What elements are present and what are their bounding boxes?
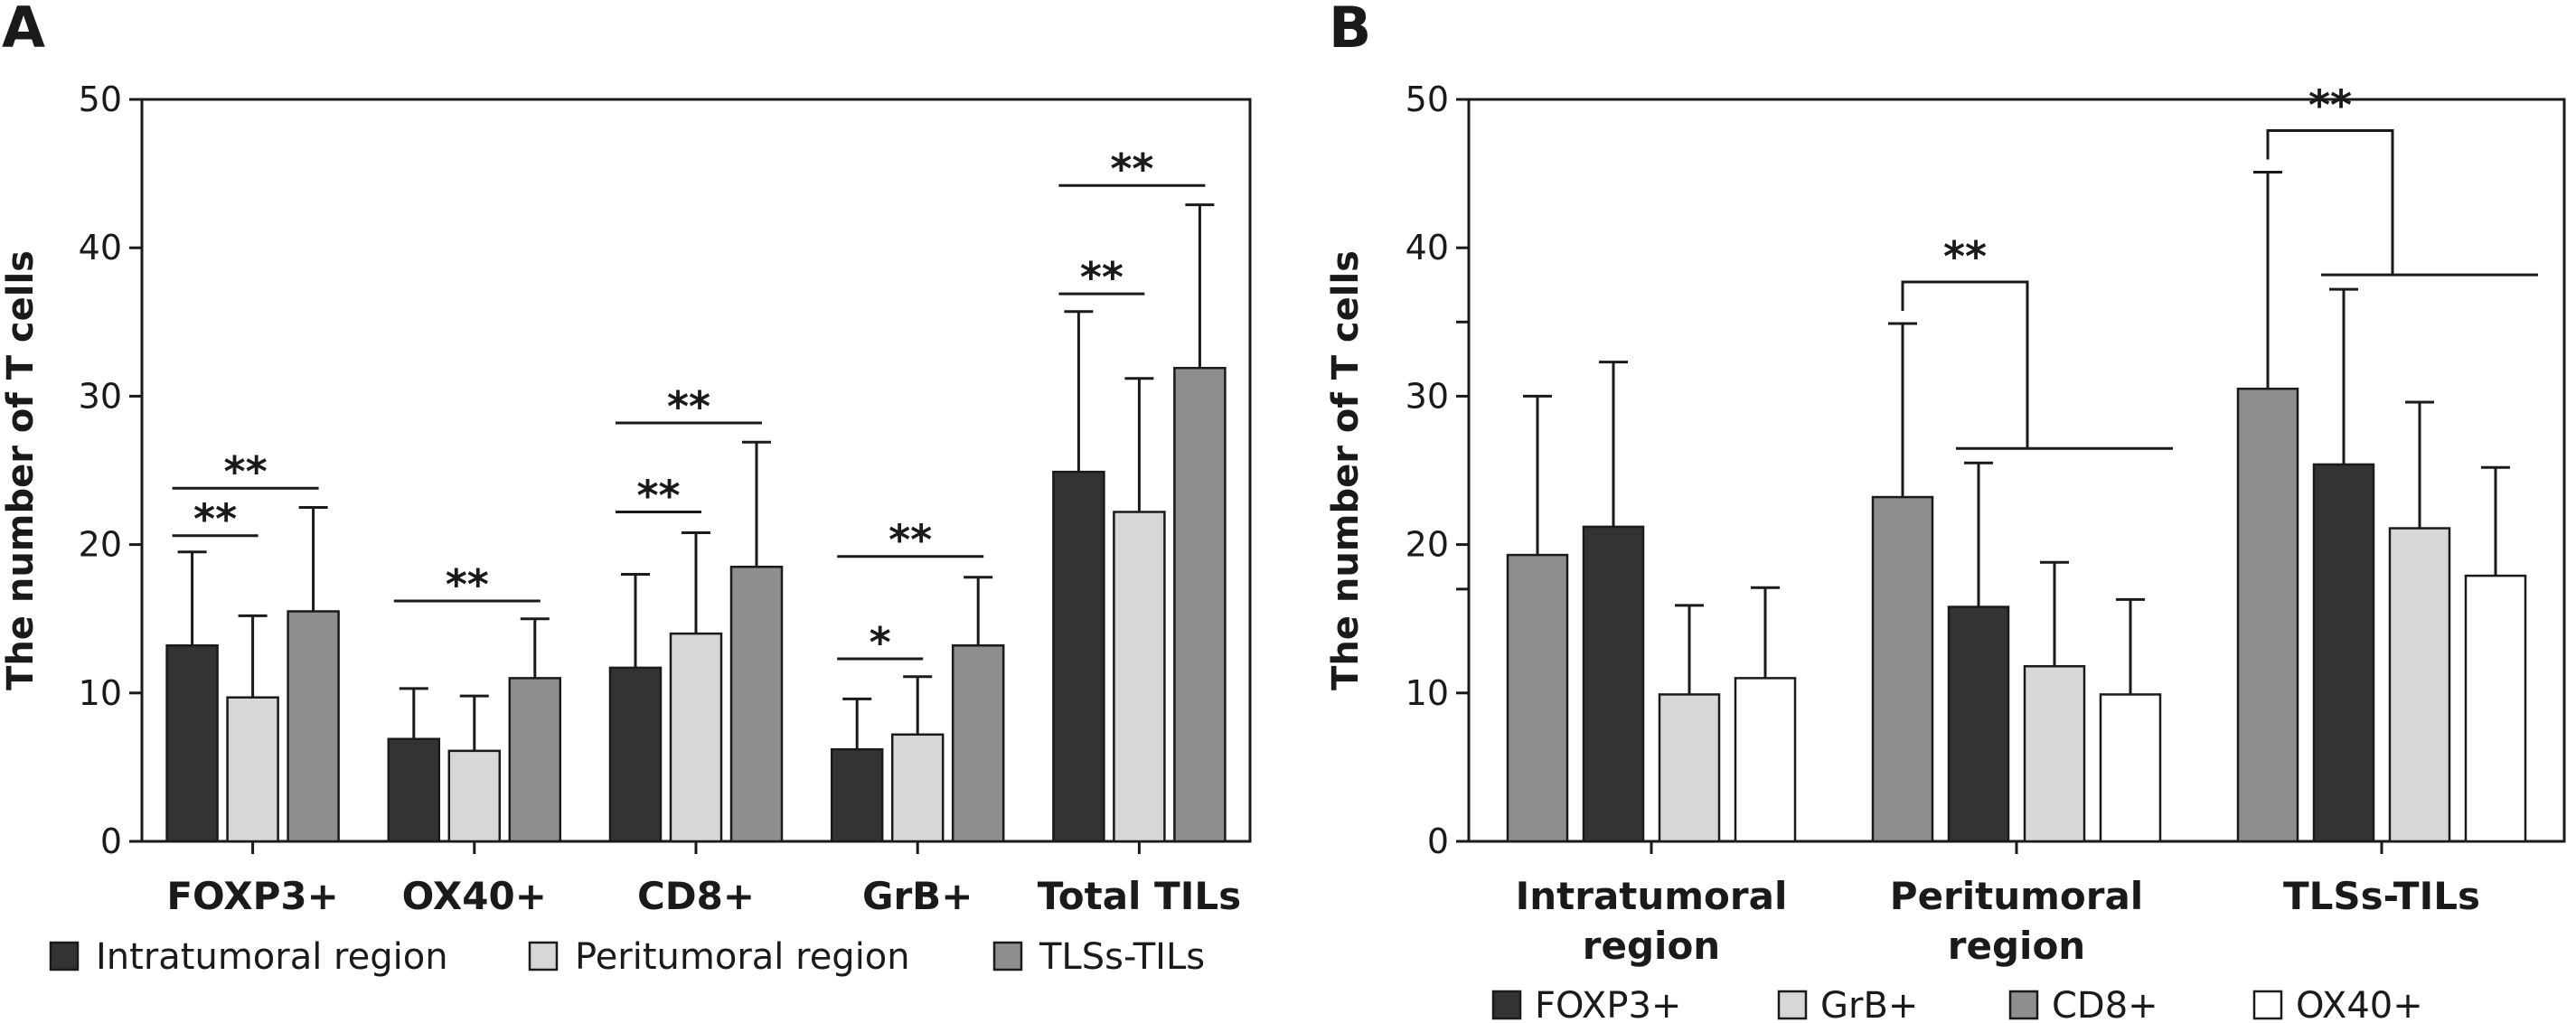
legend-label: OX40+ <box>2296 985 2423 1023</box>
legend-swatch <box>1491 990 1522 1020</box>
panel-a-letter: A <box>2 0 45 61</box>
significance-marker: ** <box>636 471 680 520</box>
x-category-label: CD8+ <box>637 874 755 918</box>
significance-marker: ** <box>193 495 237 544</box>
bar <box>1113 511 1166 843</box>
bar <box>165 644 219 843</box>
legend-swatch <box>528 941 559 971</box>
bar <box>1658 693 1721 843</box>
legend-label: GrB+ <box>1820 985 1918 1023</box>
bar <box>1947 605 2010 843</box>
x-category-label: GrB+ <box>862 874 973 918</box>
x-category-label: FOXP3+ <box>166 874 338 918</box>
bar <box>1173 366 1227 843</box>
bar <box>608 666 663 843</box>
bar <box>2236 387 2299 843</box>
significance-marker: ** <box>1110 145 1153 193</box>
significance-marker: ** <box>888 516 932 565</box>
legend-swatch <box>992 941 1023 971</box>
chart-a: 0 10 20 30 40 50 The number of T cells FOXP3+ OX… <box>0 80 1252 978</box>
x-category-label: Total TILs <box>1038 874 1241 918</box>
bar <box>669 632 723 843</box>
y-tick-label: 50 <box>1406 80 1449 119</box>
bar <box>2464 574 2527 843</box>
y-axis-label: The number of T cells <box>1325 250 1367 690</box>
bar <box>226 696 279 843</box>
bar <box>387 737 441 843</box>
bar <box>2312 463 2375 843</box>
significance-bracket <box>2266 128 2394 276</box>
bar <box>1871 495 1934 843</box>
bar <box>830 747 884 843</box>
legend-label: Peritumoral region <box>575 936 910 978</box>
legend-swatch <box>2008 990 2039 1020</box>
significance-marker: ** <box>224 447 268 496</box>
legend-swatch <box>1777 990 1808 1020</box>
x-category-label: TLSs-TILs <box>2283 874 2480 918</box>
chart-b: 0 10 20 30 40 50 The number of T cells Intratum… <box>1325 80 2566 1023</box>
significance-marker: * <box>870 618 891 667</box>
panel-b-letter: B <box>1329 0 1371 61</box>
legend-label: CD8+ <box>2052 985 2158 1023</box>
bar <box>1506 553 1569 843</box>
bar <box>1582 525 1645 843</box>
y-tick-label: 0 <box>1427 821 1449 861</box>
y-tick-label: 50 <box>79 80 122 119</box>
significance-marker: ** <box>1080 253 1123 302</box>
bar <box>2023 664 2086 843</box>
x-category-label: Peritumoral region <box>1890 874 2143 968</box>
legend-swatch <box>2252 990 2283 1020</box>
bar <box>287 610 340 843</box>
bar <box>2388 527 2451 843</box>
bar <box>1734 677 1797 843</box>
significance-marker: ** <box>667 382 710 431</box>
y-tick-label: 10 <box>1406 673 1449 713</box>
significance-bracket <box>1901 280 2029 449</box>
y-tick-label: 20 <box>1406 525 1449 565</box>
legend-label: FOXP3+ <box>1535 985 1681 1023</box>
bar <box>1052 470 1105 843</box>
y-axis-label: The number of T cells <box>0 250 42 690</box>
bar <box>2099 693 2162 843</box>
legend-label: Intratumoral region <box>96 936 448 978</box>
bar <box>729 565 784 843</box>
y-tick-label: 40 <box>1406 228 1449 267</box>
x-category-label: OX40+ <box>402 874 547 918</box>
x-category-label: Intratumoral region <box>1516 874 1788 968</box>
bar <box>508 677 562 843</box>
y-tick-label: 30 <box>1406 376 1449 416</box>
y-tick-label: 10 <box>79 673 122 713</box>
significance-marker: ** <box>446 560 489 609</box>
bar <box>447 749 502 843</box>
y-tick-label: 40 <box>79 228 122 267</box>
y-tick-label: 0 <box>100 821 122 861</box>
significance-marker: ** <box>2308 80 2352 129</box>
y-tick-label: 30 <box>79 376 122 416</box>
significance-marker: ** <box>1943 232 1987 281</box>
legend-swatch <box>49 941 80 971</box>
y-tick-label: 20 <box>79 525 122 565</box>
bar <box>951 644 1005 843</box>
bar <box>890 733 945 843</box>
legend-label: TLSs-TILs <box>1039 936 1205 978</box>
